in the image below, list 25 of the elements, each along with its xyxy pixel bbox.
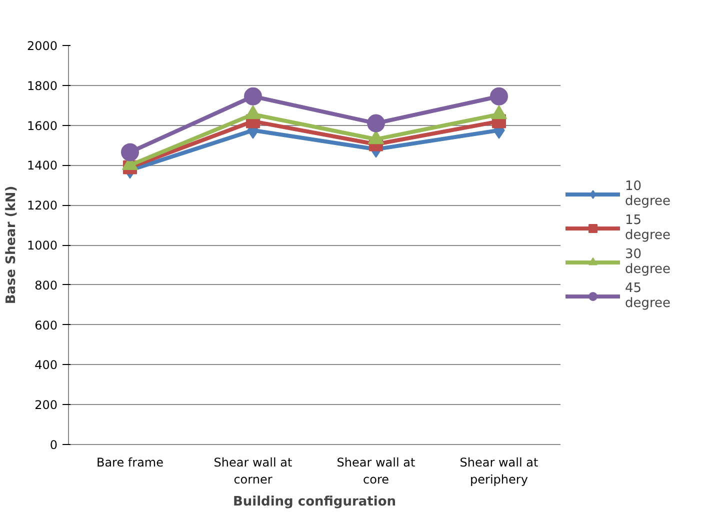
y-tick-label: 800 [34, 278, 58, 292]
x-tick-label: Bare frame [96, 456, 164, 470]
x-tick-label: Shear wall at corner [214, 456, 293, 486]
y-tick-label: 1200 [26, 198, 58, 213]
y-tick-label: 0 [50, 438, 58, 452]
y-tick-label: 200 [34, 398, 58, 412]
y-tick-label: 2000 [26, 39, 58, 53]
y-tick-label: 1600 [26, 118, 58, 133]
x-tick-label: Shear wall at periphery [460, 456, 539, 486]
x-tick-label: Shear wall at core [336, 456, 416, 486]
y-tick-label: 1800 [26, 78, 58, 93]
y-tick-label: 1000 [26, 238, 58, 252]
y-tick-label: 600 [34, 318, 58, 332]
legend-label: 30 degree [625, 246, 671, 276]
point [490, 87, 508, 106]
y-tick-label: 1400 [26, 158, 58, 173]
y-tick-label: 400 [34, 358, 58, 372]
legend-label: 15 degree [625, 212, 671, 242]
point [121, 143, 139, 162]
x-axis-title: Building configuration [232, 494, 396, 510]
point [244, 87, 262, 106]
y-axis-title: Base Shear (kN) [4, 186, 19, 304]
point [367, 114, 385, 132]
legend-label: 10 degree [625, 178, 671, 208]
legend-label: 45 degree [625, 280, 671, 310]
